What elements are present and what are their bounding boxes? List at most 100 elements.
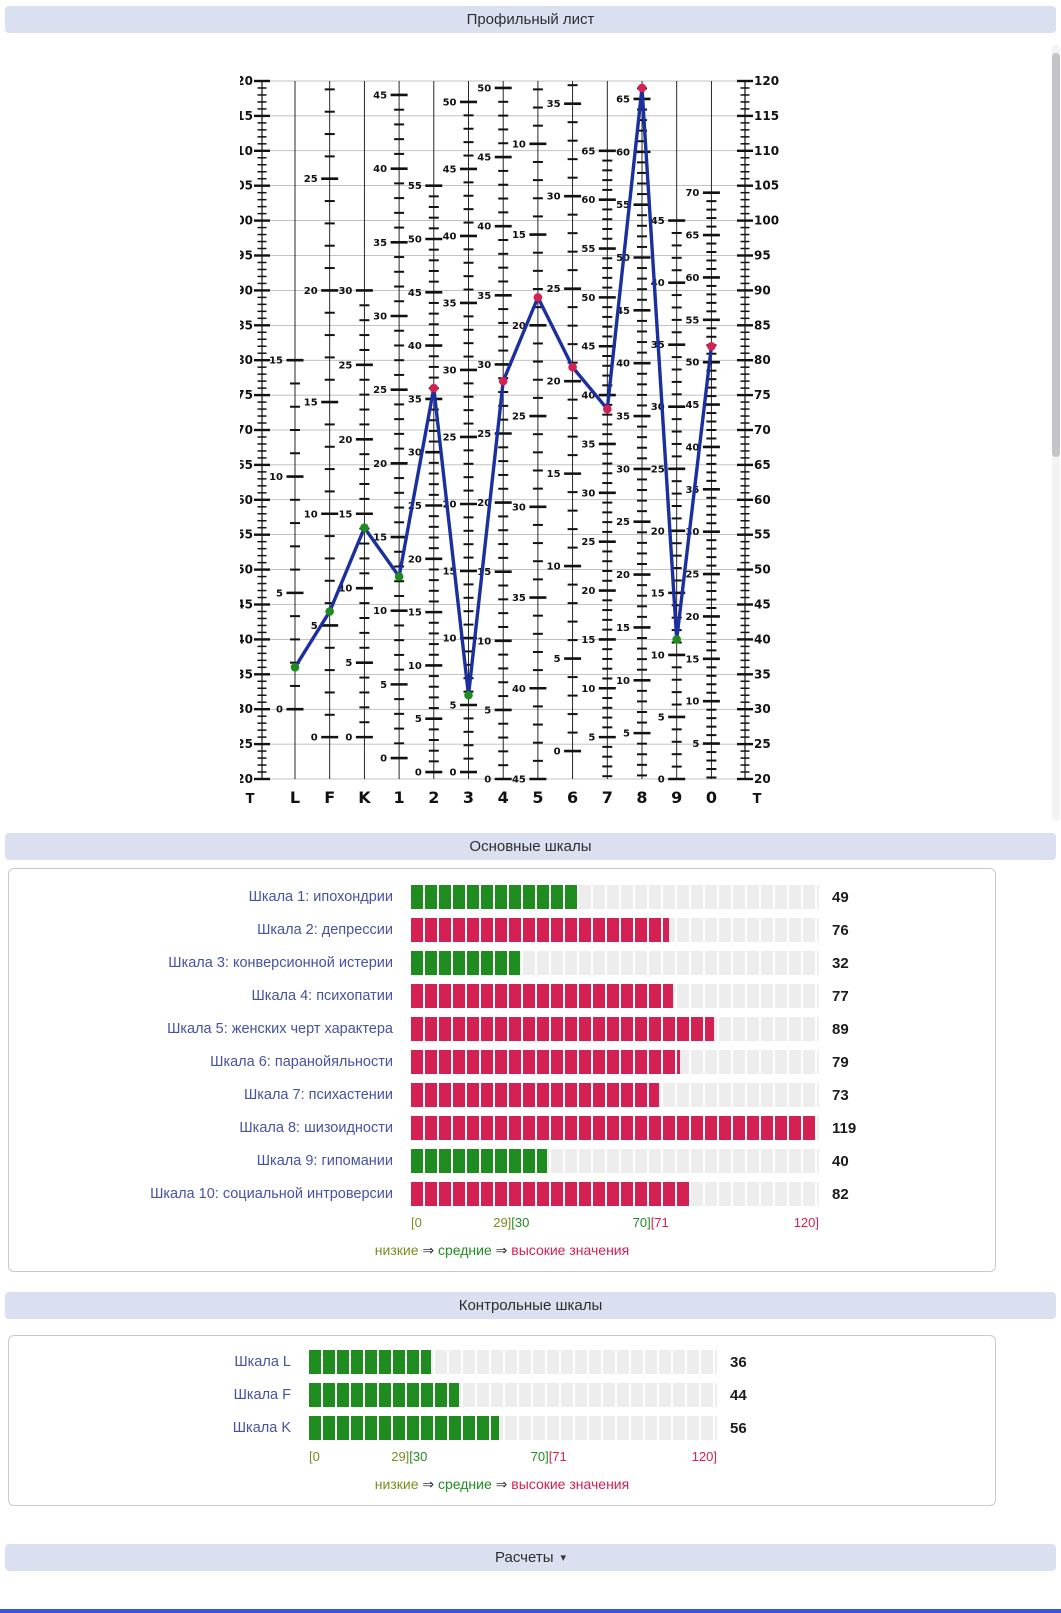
scale-bar-fill xyxy=(309,1416,500,1440)
bottom-accent-line xyxy=(0,1609,1061,1613)
scale-bar-track xyxy=(411,1149,819,1173)
chart-text: 75 xyxy=(240,388,253,402)
chart-text: 30 xyxy=(581,488,595,499)
chart-text: 50 xyxy=(754,563,771,577)
scale-value: 77 xyxy=(832,987,849,1005)
profile-point xyxy=(637,83,647,93)
profile-point xyxy=(533,293,543,302)
scale-label: Шкала 2: депрессии xyxy=(257,922,393,938)
scale-row: Шкала 2: депрессии 76 xyxy=(9,918,995,942)
chart-text: 15 xyxy=(547,469,561,480)
chart-text: 100 xyxy=(754,214,779,228)
scale-value: 73 xyxy=(832,1086,849,1104)
section-header-control-scales: Контрольные шкалы xyxy=(5,1292,1056,1319)
chart-text: 85 xyxy=(240,318,253,332)
chart-text: 0 xyxy=(311,733,318,744)
section-header-calculations[interactable]: Расчеты ▾ xyxy=(5,1544,1056,1571)
profile-point xyxy=(603,404,612,414)
scale-label: Шкала 10: социальной интроверсии xyxy=(150,1186,393,1202)
legend-arrow: ⇒ xyxy=(422,1476,435,1492)
scale-bar-track xyxy=(411,1050,819,1074)
chart-text: 10 xyxy=(651,650,665,661)
chart-text: 35 xyxy=(547,99,561,110)
chart-text: 40 xyxy=(512,684,526,695)
chart-text: 20 xyxy=(408,554,422,565)
section-header-main-scales-label: Основные шкалы xyxy=(469,838,592,855)
scale-value: 36 xyxy=(730,1353,747,1371)
chart-text: 40 xyxy=(581,391,595,402)
chart-text: 45 xyxy=(685,400,699,411)
chart-text: 85 xyxy=(754,318,771,332)
legend-arrow: ⇒ xyxy=(422,1242,435,1258)
chart-text: 3 xyxy=(463,788,474,807)
chart-text: 5 xyxy=(380,680,387,691)
chart-text: 65 xyxy=(240,458,253,472)
chart-text: 60 xyxy=(754,493,771,507)
chart-text: 45 xyxy=(581,342,595,353)
scale-bar-track xyxy=(411,1017,819,1041)
chart-text: 2 xyxy=(428,788,439,807)
scale-value: 49 xyxy=(832,888,849,906)
chart-text: 25 xyxy=(581,537,595,548)
scrollbar-thumb[interactable] xyxy=(1052,53,1060,457)
chart-text: 35 xyxy=(477,291,491,302)
chart-text: 20 xyxy=(443,499,457,510)
axis-label-low-mid: 29][30 xyxy=(493,1215,529,1230)
chart-text: 60 xyxy=(240,493,253,507)
scale-value: 79 xyxy=(832,1053,849,1071)
profile-point xyxy=(672,635,681,644)
scale-bar-fill xyxy=(411,1149,547,1173)
chart-text: 5 xyxy=(588,733,595,744)
chart-text: 8 xyxy=(636,788,647,807)
chart-text: 60 xyxy=(581,195,595,206)
chart-text: 75 xyxy=(754,388,771,402)
chart-text: 5 xyxy=(415,714,422,725)
chart-text: 45 xyxy=(616,306,630,317)
profile-point xyxy=(360,523,369,533)
scale-bar-fill xyxy=(411,1116,816,1140)
chart-text: Т xyxy=(246,792,255,807)
scrollbar-track[interactable] xyxy=(1052,45,1060,821)
chart-text: 120 xyxy=(240,74,253,88)
chart-text: 90 xyxy=(754,283,771,297)
chart-text: 15 xyxy=(616,623,630,634)
chart-text: 110 xyxy=(240,144,253,158)
legend-low: низкие xyxy=(374,1242,419,1258)
chart-text: 50 xyxy=(443,97,457,108)
axis-label-high-end: 120] xyxy=(691,1449,717,1464)
chart-text: 120 xyxy=(754,74,779,88)
chart-text: 30 xyxy=(616,464,630,475)
chart-text: 15 xyxy=(408,608,422,619)
section-header-profile-label: Профильный лист xyxy=(466,11,595,28)
chart-text: 15 xyxy=(269,356,283,367)
chart-text: 15 xyxy=(512,230,526,241)
chart-text: 25 xyxy=(651,464,665,475)
chart-text: Т xyxy=(753,792,762,807)
chart-text: 70 xyxy=(685,188,699,199)
chart-text: 10 xyxy=(616,676,630,687)
chart-text: 45 xyxy=(512,775,526,786)
chart-text: 65 xyxy=(581,146,595,157)
scale-label: Шкала L xyxy=(234,1354,291,1370)
chart-text: 35 xyxy=(240,667,253,681)
chart-text: 0 xyxy=(276,705,283,716)
chart-text: 65 xyxy=(685,231,699,242)
chart-text: 10 xyxy=(685,697,699,708)
chart-text: 5 xyxy=(345,658,352,669)
chart-text: 15 xyxy=(373,533,387,544)
chart-text: 20 xyxy=(338,435,352,446)
scale-value: 76 xyxy=(832,921,849,939)
scale-bar-fill xyxy=(411,918,670,942)
chart-text: 5 xyxy=(484,705,491,716)
scale-bar-fill xyxy=(411,1182,690,1206)
axis-label-low-start: [0 xyxy=(411,1215,422,1230)
legend-high: высокие значения xyxy=(511,1242,630,1258)
scale-label: Шкала 4: психопатии xyxy=(251,988,393,1004)
axis-label: 70] xyxy=(632,1215,651,1230)
scale-value: 56 xyxy=(730,1419,747,1437)
axis-label-high-end: 120] xyxy=(793,1215,819,1230)
chart-text: 80 xyxy=(754,353,771,367)
chart-text: 15 xyxy=(443,566,457,577)
scale-label: Шкала 8: шизоидности xyxy=(239,1120,393,1136)
